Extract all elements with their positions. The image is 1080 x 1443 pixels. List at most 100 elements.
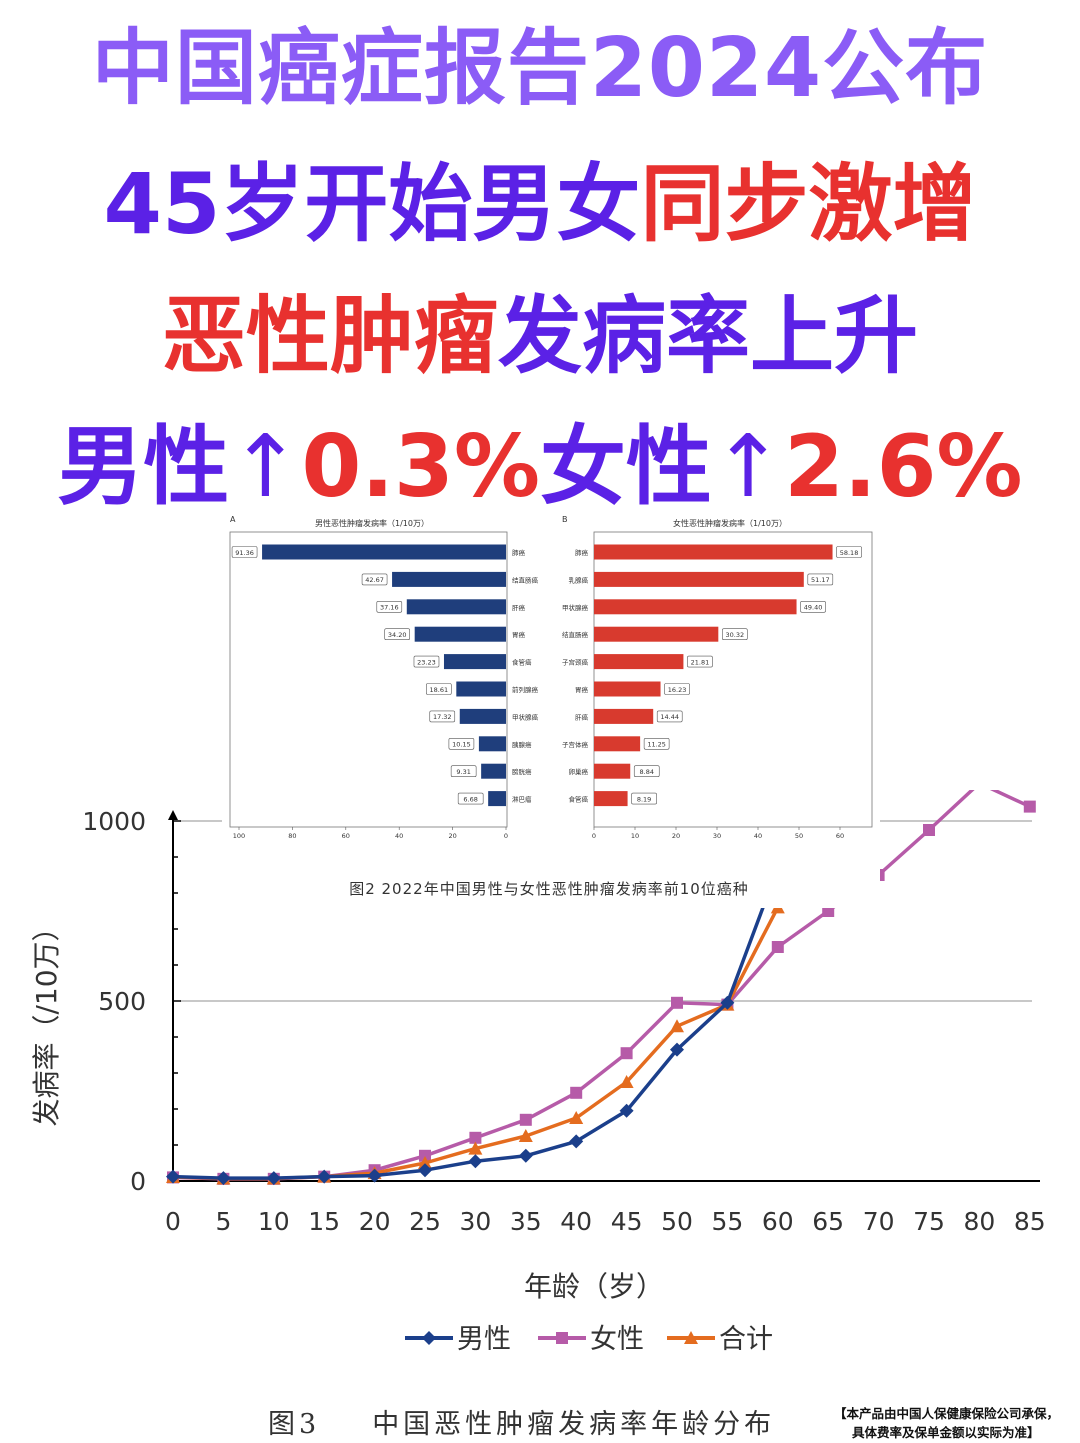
female-bar: [594, 681, 661, 697]
male-category-label: 肝癌: [512, 603, 526, 612]
legend-label: 合计: [719, 1324, 773, 1355]
data-point: [671, 996, 683, 1009]
female-label: 女性: [540, 417, 712, 517]
x-tick-label: 20: [359, 1207, 391, 1236]
female-value-label: 14.44: [660, 713, 679, 721]
male-category-label: 淋巴瘤: [512, 795, 532, 804]
y-axis-label: 发病率（/10万）: [30, 913, 63, 1126]
x-tick-label: 50: [795, 832, 803, 840]
female-bar: [594, 654, 684, 670]
male-bar: [406, 599, 506, 615]
x-tick-label: 20: [672, 832, 680, 840]
data-point: [216, 1171, 231, 1186]
value-label-box: [384, 628, 410, 640]
male-category-label: 食管癌: [512, 658, 532, 667]
data-point: [569, 1134, 584, 1149]
data-point: [720, 995, 735, 1010]
x-tick-label: 60: [342, 832, 350, 840]
value-label-box: [376, 601, 403, 613]
data-point: [317, 1169, 332, 1184]
headline-text-red: 恶性肿瘤: [161, 287, 498, 385]
male-category-label: 肺癌: [512, 548, 526, 557]
figure-2-caption: 图2 2022年中国男性与女性恶性肿瘤发病率前10位癌种: [349, 880, 749, 898]
panel-a-frame: [229, 531, 508, 828]
x-tick-label: 85: [1014, 1207, 1046, 1236]
panel-a-letter: A: [230, 515, 236, 524]
data-point: [620, 1047, 633, 1060]
data-point: [469, 1131, 482, 1144]
male-value-label: 10.15: [452, 741, 471, 749]
data-point: [1023, 800, 1036, 813]
value-label-box: [656, 710, 683, 723]
value-label-box: [836, 546, 862, 558]
female-category-label: 甲状腺癌: [562, 603, 589, 612]
female-value-label: 16.23: [668, 686, 687, 694]
female-bar: [594, 571, 804, 587]
data-point: [923, 824, 935, 836]
insurance-disclaimer: 【本产品由中国人保健康保险公司承保， 具体费率及保单金额以实际为准】: [834, 1404, 1059, 1442]
male-bar: [478, 736, 506, 752]
female-category-label: 子宫体癌: [562, 740, 589, 749]
data-point: [670, 1042, 684, 1057]
male-value-label: 18.61: [430, 686, 449, 694]
female-value-label: 11.25: [647, 741, 666, 749]
male-bar: [488, 791, 506, 807]
female-bar-chart-title: 女性恶性肿瘤发病率（1/10万）: [673, 518, 787, 528]
female-category-label: 胃癌: [575, 685, 589, 694]
x-tick-label: 35: [510, 1207, 542, 1236]
male-category-label: 结直肠癌: [512, 575, 539, 584]
male-value-label: 23.23: [417, 658, 436, 666]
x-tick-label: 30: [713, 832, 721, 840]
value-label-box: [807, 573, 834, 586]
legend-label: 女性: [590, 1324, 644, 1355]
x-tick-label: 75: [913, 1207, 945, 1236]
male-category-label: 胃癌: [512, 630, 526, 639]
female-value: 2.6%: [784, 417, 1023, 517]
female-category-label: 肺癌: [575, 548, 589, 557]
data-point: [518, 1148, 533, 1163]
female-value-label: 58.18: [840, 549, 859, 557]
female-value-label: 51.17: [811, 576, 830, 584]
headline-text-red: 同步激增: [640, 155, 977, 253]
panel-b-letter: B: [562, 515, 568, 524]
female-category-label: 肝癌: [575, 712, 589, 721]
male-value: 0.3%: [301, 417, 540, 517]
female-category-label: 乳腺癌: [569, 575, 589, 584]
data-point: [569, 1111, 584, 1124]
female-category-label: 食管癌: [569, 795, 589, 804]
value-label-box: [664, 683, 690, 695]
value-label-box: [631, 792, 657, 805]
female-bar: [594, 544, 833, 560]
x-tick-label: 60: [762, 1207, 794, 1236]
data-point: [771, 941, 784, 953]
x-tick-label: 40: [560, 1207, 592, 1236]
x-tick-label: 80: [963, 1207, 995, 1236]
x-tick-label: 100: [233, 832, 245, 840]
headline-text-violet: 45岁开始男女: [103, 155, 641, 253]
value-label-box: [643, 738, 670, 750]
female-category-label: 卵巢癌: [569, 767, 589, 776]
headline-line-4: 男性↑0.3%女性↑2.6%: [0, 424, 1080, 510]
value-label-box: [413, 655, 440, 668]
headline-line-3: 恶性肿瘤发病率上升: [0, 294, 1080, 378]
female-bar: [594, 736, 641, 752]
data-point: [418, 1156, 432, 1169]
legend-marker-icon: [556, 1332, 568, 1344]
male-bar: [262, 544, 506, 560]
x-tick-label: 20: [448, 832, 456, 840]
male-value-label: 6.68: [463, 795, 477, 803]
x-tick-label: 60: [836, 832, 844, 840]
value-label-box: [361, 573, 388, 586]
legend-label: 男性: [457, 1324, 511, 1355]
male-value-label: 91.36: [235, 549, 254, 557]
up-arrow-icon: ↑: [229, 417, 302, 517]
female-bar: [594, 599, 797, 615]
x-tick-label: 0: [165, 1207, 181, 1236]
value-label-box: [633, 765, 660, 778]
male-category-label: 甲状腺癌: [512, 712, 539, 721]
female-category-label: 子宫颈癌: [562, 658, 589, 667]
female-bar: [594, 791, 628, 807]
data-point: [570, 1086, 583, 1099]
male-category-label: 膀胱癌: [512, 767, 532, 776]
data-point: [367, 1168, 382, 1183]
